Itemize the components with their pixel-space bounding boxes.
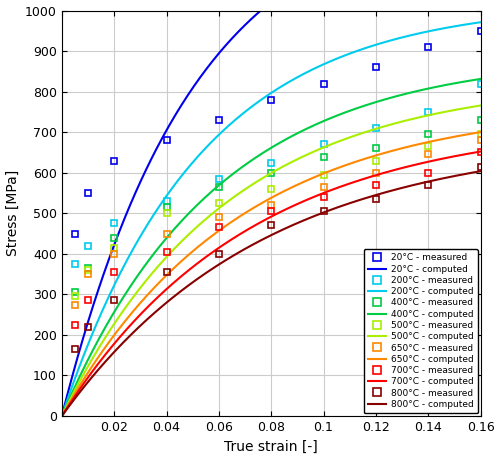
Y-axis label: Stress [MPa]: Stress [MPa] <box>6 170 20 257</box>
Legend: 20°C - measured, 20°C - computed, 200°C - measured, 200°C - computed, 400°C - me: 20°C - measured, 20°C - computed, 200°C … <box>364 249 478 413</box>
X-axis label: True strain [-]: True strain [-] <box>224 439 318 453</box>
